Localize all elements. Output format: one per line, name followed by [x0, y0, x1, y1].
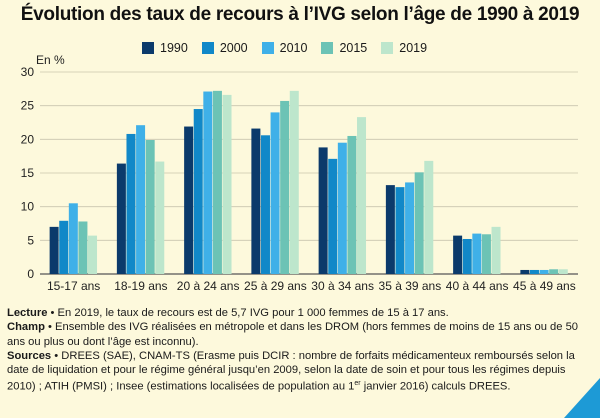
- bar: [126, 133, 136, 274]
- x-tick-label: 30 à 34 ans: [311, 279, 374, 293]
- note-champ-label: Champ: [7, 321, 45, 334]
- bar: [520, 269, 530, 274]
- x-tick-label: 15-17 ans: [47, 279, 100, 293]
- bar: [289, 90, 299, 274]
- bar: [203, 91, 213, 274]
- bar: [405, 182, 415, 274]
- bar: [385, 185, 395, 274]
- bar: [414, 172, 424, 274]
- note-lecture-text: • En 2019, le taux de recours est de 5,7…: [47, 307, 449, 319]
- y-tick-label: 10: [21, 200, 35, 214]
- legend-label: 2000: [219, 41, 248, 55]
- bar: [357, 117, 367, 274]
- legend-label: 2019: [399, 41, 428, 55]
- bar: [145, 140, 155, 274]
- chart-notes: Lecture • En 2019, le taux de recours es…: [7, 306, 592, 395]
- chart-title: Évolution des taux de recours à l’IVG se…: [20, 4, 580, 25]
- bar: [453, 235, 463, 274]
- legend-swatch: [201, 42, 214, 54]
- bar: [251, 128, 261, 274]
- chart-legend: 1990 2000 2010 2015 2019: [142, 40, 441, 56]
- legend-item: 2019: [381, 41, 427, 55]
- legend-label: 1990: [160, 41, 188, 55]
- bar: [328, 158, 338, 274]
- y-tick-label: 0: [27, 267, 34, 281]
- note-sources-sup: er: [354, 380, 361, 388]
- legend-label: 2010: [279, 41, 308, 55]
- corner-decoration: [564, 378, 600, 418]
- bar: [116, 163, 126, 274]
- x-tick-label: 20 à 24 ans: [177, 279, 240, 293]
- note-champ-text: • Ensemble des IVG réalisées en métropol…: [7, 321, 579, 348]
- bar: [539, 269, 549, 274]
- bar: [395, 187, 405, 274]
- bar: [260, 135, 270, 274]
- bar: [68, 203, 78, 274]
- bar: [184, 126, 194, 274]
- x-tick-label: 35 à 39 ans: [379, 279, 442, 293]
- x-tick-label: 40 à 44 ans: [446, 279, 509, 293]
- bar: [59, 220, 69, 274]
- note-sources-label: Sources: [7, 349, 52, 362]
- bar: [558, 269, 568, 274]
- y-tick-label: 30: [21, 65, 35, 79]
- bar: [280, 100, 290, 274]
- legend-item: 1990: [142, 41, 188, 55]
- bar: [549, 269, 559, 274]
- y-tick-label: 20: [21, 132, 35, 146]
- note-lecture-label: Lecture: [7, 307, 48, 319]
- legend-swatch: [321, 42, 334, 54]
- bar: [222, 94, 232, 274]
- legend-label: 2015: [339, 41, 368, 55]
- bar: [318, 147, 328, 274]
- note-sources-text-end: janvier 2016) calculs DREES.: [360, 381, 511, 394]
- x-tick-label: 45 à 49 ans: [513, 279, 576, 293]
- legend-swatch: [142, 42, 154, 54]
- x-tick-label: 25 à 29 ans: [244, 279, 307, 293]
- bar: [88, 235, 98, 274]
- bar: [270, 112, 280, 275]
- bar: [481, 234, 491, 274]
- bar: [529, 269, 539, 274]
- bar: [347, 135, 357, 274]
- note-lecture: Lecture • En 2019, le taux de recours es…: [7, 306, 592, 320]
- bar: [491, 226, 501, 274]
- y-tick-label: 5: [27, 233, 34, 247]
- legend-swatch: [381, 42, 394, 54]
- bar: [136, 125, 146, 275]
- legend-item: 2015: [321, 41, 367, 55]
- bar: [155, 161, 165, 274]
- bar: [212, 90, 222, 274]
- x-tick-label: 18-19 ans: [114, 279, 167, 293]
- bar: [424, 160, 434, 274]
- bar: [462, 238, 472, 274]
- y-axis-label: En %: [36, 53, 65, 67]
- legend-item: 2000: [201, 41, 248, 55]
- bar: [49, 226, 59, 274]
- note-champ: Champ • Ensemble des IVG réalisées en mé…: [7, 320, 592, 349]
- note-sources: Sources • DREES (SAE), CNAM-TS (Erasme p…: [7, 349, 592, 395]
- legend-item: 2010: [261, 41, 308, 55]
- y-tick-label: 25: [21, 99, 35, 113]
- legend-swatch: [261, 42, 274, 54]
- bar: [472, 233, 482, 274]
- bar: [337, 142, 347, 274]
- y-tick-label: 15: [21, 166, 35, 180]
- note-sources-text: • DREES (SAE), CNAM-TS (Erasme puis DCIR…: [7, 349, 575, 394]
- bar: [78, 221, 88, 274]
- bar: [193, 109, 203, 275]
